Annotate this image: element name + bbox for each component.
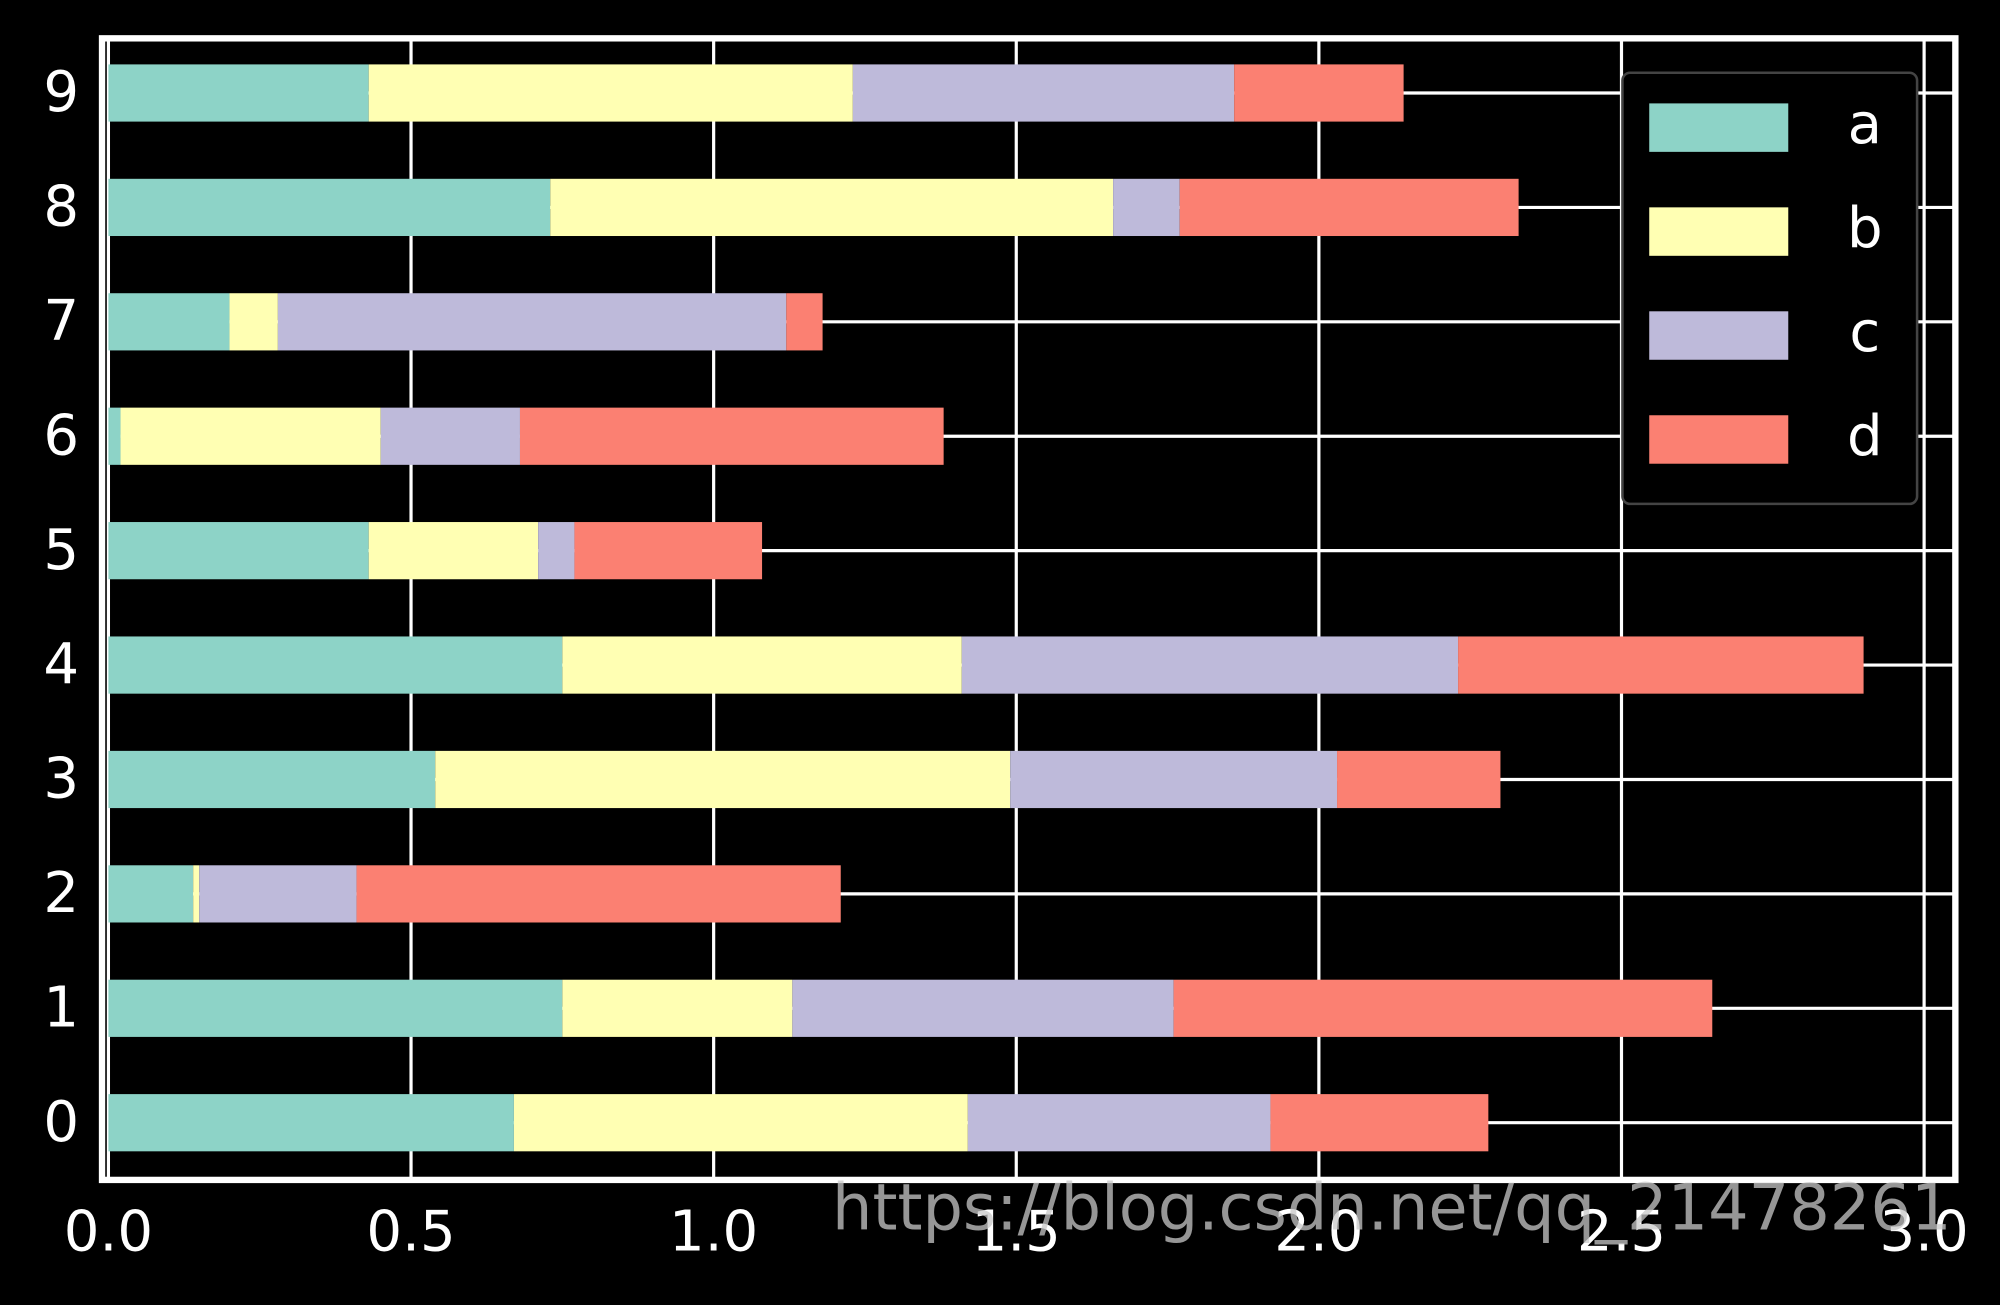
bar-segment <box>435 750 1011 809</box>
legend-label: b <box>1847 196 1883 261</box>
bar-segment <box>108 178 551 237</box>
bar-segment <box>368 64 853 122</box>
bar-segment <box>961 636 1459 694</box>
bar-segment <box>562 979 793 1037</box>
y-tick-label: 4 <box>43 632 79 697</box>
bar-segment <box>562 636 962 694</box>
bar-segment <box>368 522 539 580</box>
bar-segment <box>519 407 944 465</box>
bar-segment <box>356 865 841 923</box>
bar-segment <box>574 522 763 580</box>
bar-segment <box>108 636 563 694</box>
legend-label: a <box>1848 92 1882 157</box>
tick-labels: 0.0 0.5 1.0 1.5 2.0 2.5 3.0 0 1 2 3 4 5 6 7 8 9 <box>43 60 1968 1264</box>
bar-segment <box>120 407 381 465</box>
legend-swatch <box>1649 415 1789 464</box>
x-tick-label: 1.5 <box>972 1199 1061 1264</box>
bar-segment <box>108 750 436 809</box>
bar-segment <box>538 522 575 580</box>
legend-box <box>1621 71 1919 506</box>
bar-segment <box>193 865 200 923</box>
axes-frame <box>98 35 1959 1184</box>
bar-segment <box>277 293 787 351</box>
bar-segment <box>199 865 357 923</box>
bar-segment <box>108 865 194 923</box>
bar-segment <box>108 407 121 465</box>
x-tick-label: 1.0 <box>669 1199 758 1264</box>
bar-segment <box>1113 178 1180 237</box>
legend-label: c <box>1849 300 1880 365</box>
y-tick-label: 6 <box>43 403 79 468</box>
bar-segment <box>513 1094 968 1152</box>
x-tick-label: 2.0 <box>1274 1199 1363 1264</box>
x-tick-label: 0.0 <box>64 1199 153 1264</box>
y-tick-label: 9 <box>43 60 79 125</box>
bar-segment <box>1270 1094 1489 1152</box>
legend-swatch <box>1649 207 1789 256</box>
bar-segment <box>380 407 520 465</box>
bar-segment <box>967 1094 1271 1152</box>
bar-segment <box>1010 750 1338 809</box>
bar-segment <box>1337 750 1501 809</box>
y-tick-label: 1 <box>43 975 79 1040</box>
x-tick-label: 2.5 <box>1577 1199 1666 1264</box>
legend-swatch <box>1649 103 1789 152</box>
bar-segment <box>852 64 1235 122</box>
bar-segment <box>1173 979 1713 1037</box>
y-tick-label: 5 <box>43 518 79 583</box>
bar-segment <box>1234 64 1404 122</box>
bar-segment <box>229 293 278 351</box>
bars <box>108 64 1864 1152</box>
bar-segment <box>108 522 369 580</box>
legend-swatch <box>1649 311 1789 360</box>
legend-label: d <box>1847 404 1883 469</box>
bar-segment <box>108 64 369 122</box>
y-tick-label: 2 <box>43 861 79 926</box>
y-tick-label: 3 <box>43 747 79 812</box>
bar-segment <box>108 1094 514 1152</box>
bar-segment <box>108 293 230 351</box>
x-tick-label: 0.5 <box>366 1199 455 1264</box>
y-tick-label: 0 <box>43 1090 79 1155</box>
bar-segment <box>108 979 563 1037</box>
y-tick-label: 8 <box>43 175 79 240</box>
bar-segment <box>786 293 823 351</box>
bar-segment <box>1179 178 1519 237</box>
bar-segment <box>1458 636 1864 694</box>
y-tick-label: 7 <box>43 289 79 354</box>
bar-segment <box>792 979 1174 1037</box>
watermark: https://blog.csdn.net/qq_21478261 <box>832 1171 1951 1245</box>
x-tick-label: 3.0 <box>1879 1199 1968 1264</box>
bar-segment <box>550 178 1114 237</box>
